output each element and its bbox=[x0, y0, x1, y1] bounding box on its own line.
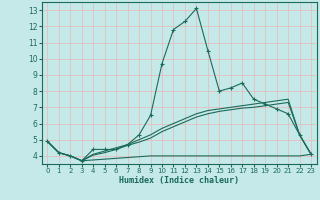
X-axis label: Humidex (Indice chaleur): Humidex (Indice chaleur) bbox=[119, 176, 239, 185]
